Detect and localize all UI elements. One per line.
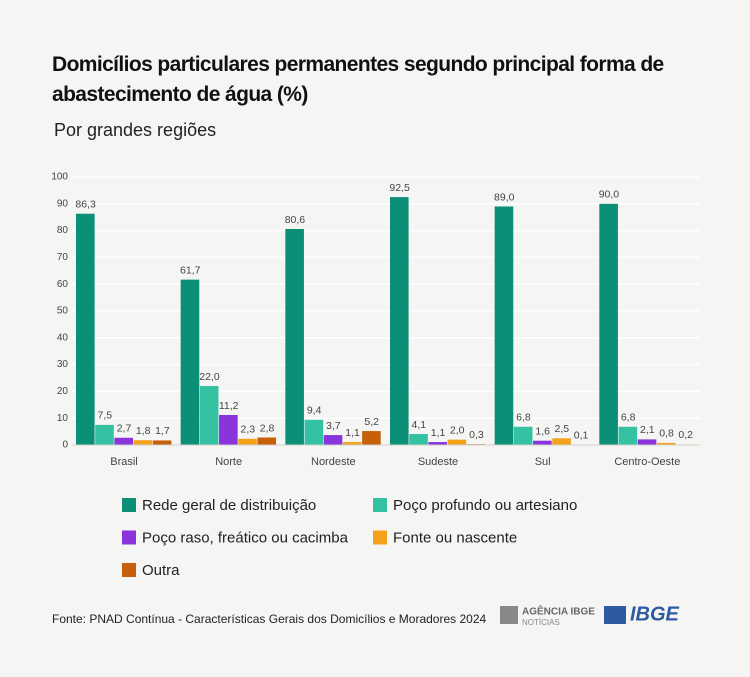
logo-text: IBGE [630,603,680,625]
value-label: 2,0 [450,424,465,436]
value-label: 80,6 [285,214,306,226]
bar [238,438,257,445]
value-label: 89,0 [494,191,515,203]
value-label: 0,2 [678,429,693,441]
value-label: 86,3 [75,198,96,210]
value-label: 0,3 [469,429,484,441]
bar [447,439,467,445]
value-label: 22,0 [199,371,220,383]
legend-swatch [373,498,387,512]
x-tick-label: Norte [215,456,242,468]
logo-icon [500,606,518,624]
y-tick-label: 30 [57,359,69,370]
value-label: 0,8 [659,428,674,440]
value-label: 11,2 [219,400,239,412]
bar [428,442,447,445]
legend-label: Poço raso, freático ou cacimba [142,529,349,546]
value-label: 61,7 [180,264,201,276]
logo-ibge: IBGE [604,603,680,625]
value-label: 3,7 [326,420,341,432]
legend-label: Outra [142,562,180,579]
x-tick-label: Sudeste [418,456,458,468]
bar [323,435,343,445]
x-tick-label: Sul [535,456,551,468]
bar [599,203,618,445]
bar [362,431,381,445]
bar [552,438,571,445]
y-tick-label: 90 [57,198,69,209]
value-label: 4,1 [411,419,426,431]
value-label: 1,1 [345,427,360,439]
legend-swatch [122,498,136,512]
value-label: 1,8 [136,425,151,437]
logo-text: AGÊNCIA IBGE [522,605,595,618]
bar [219,414,238,445]
chart-title: Domicílios particulares permanentes segu… [52,53,664,106]
value-label: 90,0 [599,189,620,201]
value-label: 2,7 [117,423,132,435]
y-tick-label: 80 [57,225,69,236]
y-tick-label: 70 [57,252,69,263]
value-label: 2,8 [260,422,275,434]
y-tick-label: 60 [57,279,69,290]
value-label: 7,5 [97,410,112,422]
bar [390,197,409,445]
legend-label: Fonte ou nascente [393,529,517,546]
legend-swatch [122,530,136,545]
chart-subtitle: Por grandes regiões [54,120,216,140]
x-tick-label: Brasil [110,456,138,468]
bar [199,386,219,445]
value-label: 2,5 [555,423,570,435]
x-tick-label: Centro-Oeste [614,456,680,468]
value-label: 1,6 [535,425,550,437]
y-tick-label: 10 [57,413,69,424]
value-label: 92,5 [389,182,410,194]
logo-text: NOTÍCIAS [522,618,560,627]
value-label: 1,1 [431,427,446,439]
bar [656,442,676,445]
legend-label: Rede geral de distribuição [142,497,316,514]
y-tick-label: 100 [51,172,68,183]
legend-swatch [122,563,136,577]
logo-icon [604,606,626,624]
y-tick-label: 0 [62,440,68,451]
legend-swatch [373,530,387,545]
y-tick-label: 40 [57,332,69,343]
bar [257,437,277,445]
bar [304,419,324,445]
bar [533,440,552,445]
bar [409,434,428,445]
value-label: 2,1 [640,424,655,436]
bar [618,426,638,445]
x-tick-label: Nordeste [311,456,356,468]
bar [180,279,200,445]
bar [133,440,153,445]
bar [114,437,133,445]
bar [152,440,172,445]
bar [637,439,657,445]
value-label: 9,4 [307,405,322,417]
bar [285,228,304,445]
y-tick-label: 20 [57,386,69,397]
y-tick-label: 50 [57,306,69,317]
legend-label: Poço profundo ou artesiano [393,497,577,514]
value-label: 6,8 [621,412,636,424]
value-label: 2,3 [241,424,256,436]
value-label: 6,8 [516,412,531,424]
bar [76,213,95,445]
value-label: 5,2 [364,416,379,428]
source: Fonte: PNAD Contínua - Características G… [52,612,487,626]
bar [342,442,362,445]
bar [513,426,533,445]
bar [494,206,514,445]
logo-agency: AGÊNCIA IBGE NOTÍCIAS [500,605,595,627]
value-label: 0,1 [574,430,589,442]
value-label: 1,7 [155,425,170,437]
bar [95,424,114,445]
